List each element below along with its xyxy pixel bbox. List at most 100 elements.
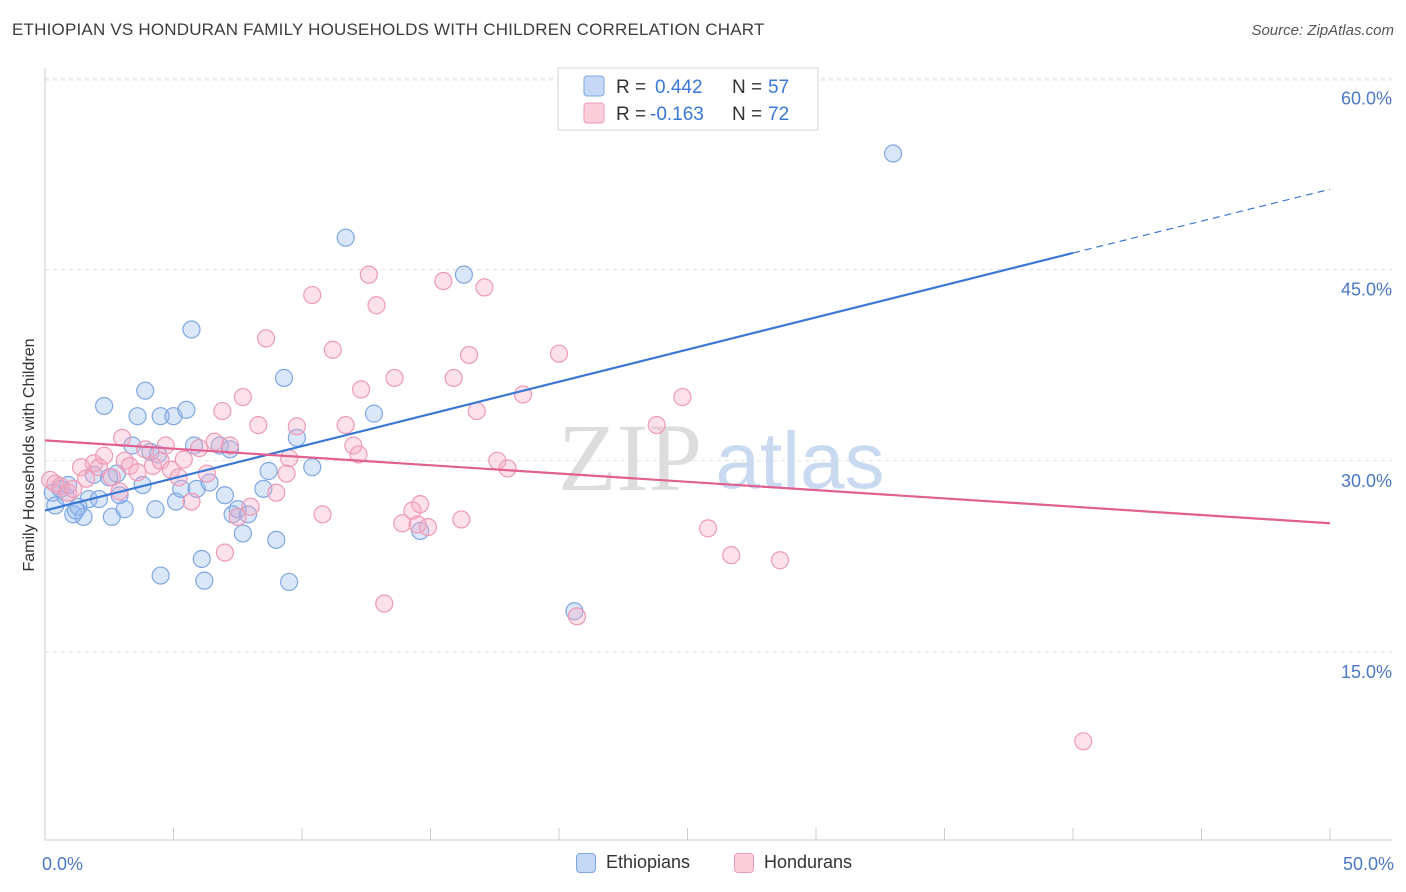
legend-swatch-ethiopians <box>583 75 605 97</box>
points-layer <box>41 144 1093 751</box>
point-ethiopians <box>151 407 170 426</box>
point-hondurans <box>95 446 114 465</box>
point-hondurans <box>277 464 296 483</box>
point-hondurans <box>220 436 240 455</box>
point-ethiopians <box>223 505 242 524</box>
point-ethiopians <box>95 396 114 416</box>
legend-n-label-ethiopians: N = <box>732 77 762 98</box>
legend-n-value-hondurans: 72 <box>768 104 789 125</box>
point-hondurans <box>698 519 718 538</box>
point-hondurans <box>459 345 479 365</box>
legend-r-value-hondurans: -0.163 <box>650 104 704 125</box>
point-hondurans <box>303 285 322 305</box>
point-ethiopians <box>146 500 165 519</box>
point-hondurans <box>256 329 276 348</box>
point-hondurans <box>359 265 378 284</box>
point-hondurans <box>287 417 306 436</box>
point-hondurans <box>136 440 155 459</box>
point-hondurans <box>475 278 494 297</box>
point-ethiopians <box>172 479 191 498</box>
x-tick-label-max: 50.0% <box>1343 854 1394 874</box>
legend-swatch-hondurans <box>583 102 605 124</box>
point-ethiopians <box>274 368 294 388</box>
y-tick-label: 45.0% <box>1341 280 1392 300</box>
point-hondurans <box>452 510 471 529</box>
point-hondurans <box>128 463 147 482</box>
bottom-legend-label-hondurans: Hondurans <box>764 852 853 872</box>
point-ethiopians <box>267 530 286 549</box>
axis-layer: 15.0% 30.0% 45.0% 60.0% 0.0% 50.0% <box>42 68 1394 874</box>
point-hondurans <box>444 368 463 388</box>
y-tick-label: 15.0% <box>1341 662 1392 682</box>
point-ethiopians <box>303 458 322 477</box>
point-hondurans <box>102 468 121 487</box>
point-hondurans <box>156 436 175 455</box>
bottom-legend-item-hondurans: Hondurans <box>734 852 852 873</box>
point-ethiopians <box>195 571 214 590</box>
point-ethiopians <box>280 572 299 592</box>
bottom-legend-swatch-ethiopians <box>576 852 596 873</box>
bottom-legend-item-ethiopians: Ethiopians <box>576 852 690 873</box>
point-ethiopians <box>883 144 903 163</box>
point-hondurans <box>567 607 587 626</box>
point-hondurans <box>385 368 404 388</box>
grid-layer <box>45 77 1392 653</box>
point-hondurans <box>174 450 193 469</box>
point-ethiopians <box>364 404 384 423</box>
bottom-legend-label-ethiopians: Ethiopians <box>606 852 691 872</box>
point-hondurans <box>233 387 252 407</box>
point-hondurans <box>722 546 741 565</box>
point-hondurans <box>375 594 394 613</box>
top-legend: R = 0.442 N = 57 R = -0.163 N = 72 <box>557 67 819 131</box>
point-hondurans <box>323 340 342 359</box>
point-hondurans <box>228 507 247 527</box>
point-hondurans <box>647 416 666 435</box>
point-ethiopians <box>565 602 584 621</box>
trendline-ethiopians-extension <box>1072 188 1331 254</box>
point-ethiopians <box>115 500 134 519</box>
point-ethiopians <box>233 524 252 543</box>
point-ethiopians <box>336 228 355 247</box>
bottom-legend: Ethiopians Hondurans <box>0 852 1406 878</box>
point-hondurans <box>349 445 368 464</box>
point-hondurans <box>77 469 96 488</box>
point-hondurans <box>434 271 453 291</box>
point-ethiopians <box>192 549 211 569</box>
bottom-legend-swatch-hondurans <box>734 852 754 873</box>
point-hondurans <box>1074 732 1093 751</box>
point-hondurans <box>549 344 569 363</box>
point-hondurans <box>46 474 65 493</box>
point-hondurans <box>418 517 438 537</box>
trendline-hondurans <box>44 439 1331 525</box>
legend-r-value-ethiopians: 0.442 <box>655 77 703 98</box>
watermark-atlas: atlas <box>716 416 885 505</box>
point-hondurans <box>498 459 517 478</box>
point-ethiopians <box>151 566 170 585</box>
point-hondurans <box>344 436 363 455</box>
point-hondurans <box>249 416 268 435</box>
point-hondurans <box>336 416 355 435</box>
legend-r-label-ethiopians: R = <box>616 77 646 98</box>
watermark-zip: ZIP <box>558 404 702 511</box>
point-ethiopians <box>259 461 278 481</box>
watermark: ZIP atlas <box>558 404 884 511</box>
point-hondurans <box>215 543 234 562</box>
point-ethiopians <box>454 265 474 284</box>
point-hondurans <box>64 479 83 498</box>
y-tick-label: 60.0% <box>1341 88 1392 108</box>
y-tick-label: 30.0% <box>1341 471 1392 491</box>
legend-n-value-ethiopians: 57 <box>768 77 789 98</box>
trendline-ethiopians <box>44 251 1074 512</box>
legend-r-label-hondurans: R = <box>616 104 646 125</box>
point-hondurans <box>313 505 332 524</box>
point-hondurans <box>89 458 109 477</box>
point-hondurans <box>205 432 224 451</box>
point-hondurans <box>367 296 386 315</box>
point-ethiopians <box>128 407 147 426</box>
point-hondurans <box>467 401 486 421</box>
legend-n-label-hondurans: N = <box>732 104 762 125</box>
point-hondurans <box>411 495 430 514</box>
point-ethiopians <box>136 381 155 400</box>
point-hondurans <box>190 438 209 458</box>
